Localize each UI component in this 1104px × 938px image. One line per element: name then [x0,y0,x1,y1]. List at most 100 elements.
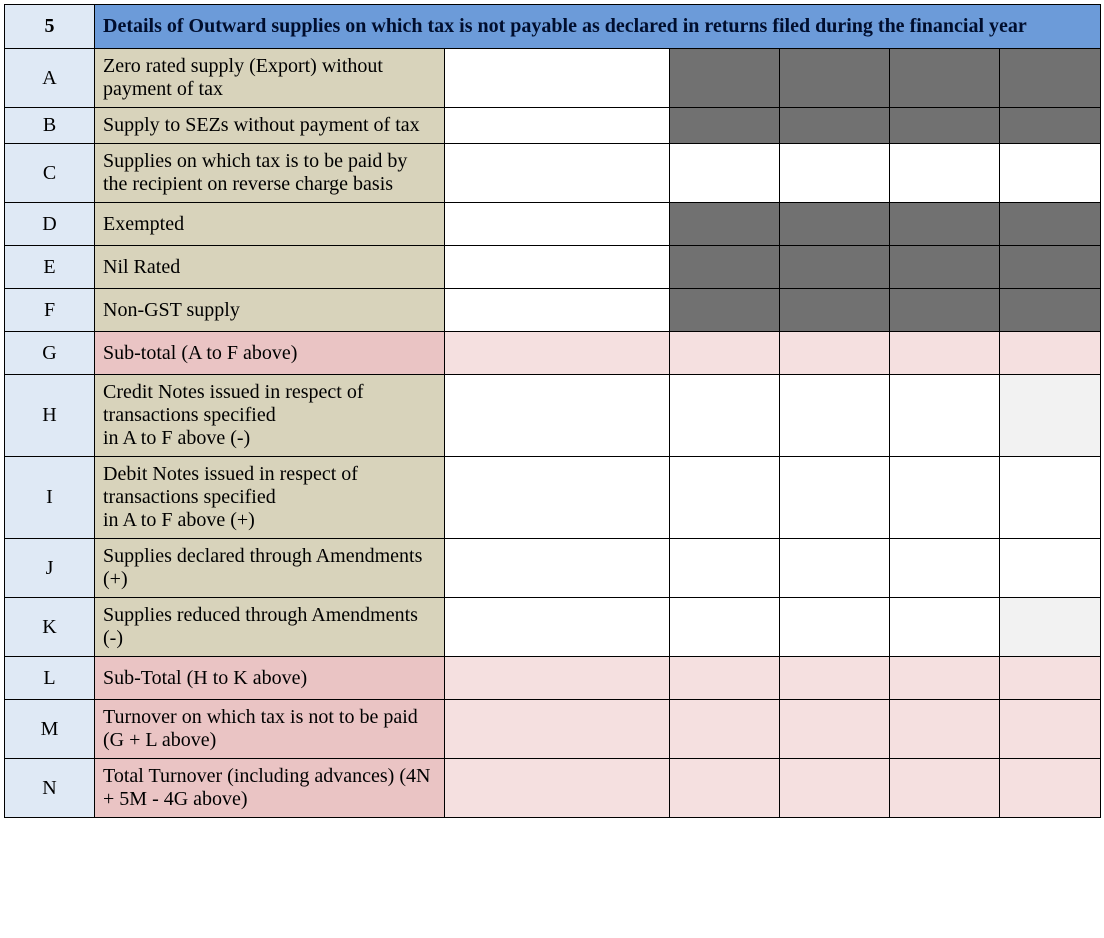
value-cell [445,108,670,144]
row-desc-cell: Credit Notes issued in respect of transa… [95,375,445,457]
row-id-cell: M [5,700,95,759]
row-id-cell: F [5,289,95,332]
value-cell [780,49,890,108]
value-cell [670,203,780,246]
row-desc-cell: Turnover on which tax is not to be paid … [95,700,445,759]
table-row: DExempted [5,203,1101,246]
value-cell [890,144,1000,203]
value-cell [1000,700,1101,759]
value-cell [1000,457,1101,539]
row-desc-cell: Sub-total (A to F above) [95,332,445,375]
value-cell [890,289,1000,332]
header-title-cell: Details of Outward supplies on which tax… [95,5,1101,49]
value-cell [1000,759,1101,818]
row-id-cell: L [5,657,95,700]
gst-table: 5 Details of Outward supplies on which t… [4,4,1101,818]
value-cell [1000,598,1101,657]
row-id-cell: H [5,375,95,457]
value-cell [445,759,670,818]
row-id-cell: E [5,246,95,289]
table-row: KSupplies reduced through Amendments (-) [5,598,1101,657]
value-cell [890,108,1000,144]
value-cell [780,246,890,289]
row-desc-cell: Sub-Total (H to K above) [95,657,445,700]
value-cell [445,144,670,203]
value-cell [890,375,1000,457]
value-cell [445,457,670,539]
value-cell [1000,657,1101,700]
table-row: MTurnover on which tax is not to be paid… [5,700,1101,759]
value-cell [670,108,780,144]
row-id-cell: J [5,539,95,598]
value-cell [780,598,890,657]
row-desc-cell: Supplies on which tax is to be paid by t… [95,144,445,203]
row-desc-cell: Supply to SEZs without payment of tax [95,108,445,144]
table-body: 5 Details of Outward supplies on which t… [5,5,1101,818]
value-cell [780,332,890,375]
row-id-cell: N [5,759,95,818]
value-cell [445,49,670,108]
value-cell [890,759,1000,818]
table-row: LSub-Total (H to K above) [5,657,1101,700]
row-desc-cell: Supplies declared through Amendments (+) [95,539,445,598]
value-cell [670,539,780,598]
value-cell [780,108,890,144]
value-cell [780,457,890,539]
row-id-cell: B [5,108,95,144]
value-cell [780,657,890,700]
table-row: FNon-GST supply [5,289,1101,332]
value-cell [890,332,1000,375]
row-desc-cell: Non-GST supply [95,289,445,332]
value-cell [670,289,780,332]
value-cell [780,289,890,332]
table-row: CSupplies on which tax is to be paid by … [5,144,1101,203]
row-desc-cell: Supplies reduced through Amendments (-) [95,598,445,657]
row-id-cell: G [5,332,95,375]
table-row: BSupply to SEZs without payment of tax [5,108,1101,144]
row-desc-cell: Zero rated supply (Export) without payme… [95,49,445,108]
value-cell [445,246,670,289]
value-cell [445,700,670,759]
table-row: J Supplies declared through Amendments (… [5,539,1101,598]
table-row: NTotal Turnover (including advances) (4N… [5,759,1101,818]
value-cell [670,375,780,457]
value-cell [1000,108,1101,144]
header-id-cell: 5 [5,5,95,49]
value-cell [670,332,780,375]
value-cell [780,700,890,759]
value-cell [445,657,670,700]
value-cell [780,759,890,818]
table-row: GSub-total (A to F above) [5,332,1101,375]
row-desc-cell: Debit Notes issued in respect of transac… [95,457,445,539]
row-desc-cell: Exempted [95,203,445,246]
value-cell [780,375,890,457]
value-cell [780,539,890,598]
value-cell [780,144,890,203]
value-cell [670,759,780,818]
value-cell [445,539,670,598]
value-cell [890,700,1000,759]
value-cell [1000,332,1101,375]
value-cell [890,598,1000,657]
row-id-cell: I [5,457,95,539]
value-cell [445,289,670,332]
value-cell [1000,246,1101,289]
value-cell [890,49,1000,108]
value-cell [890,539,1000,598]
value-cell [445,332,670,375]
value-cell [1000,289,1101,332]
value-cell [890,657,1000,700]
table-row: AZero rated supply (Export) without paym… [5,49,1101,108]
value-cell [1000,375,1101,457]
row-desc-cell: Nil Rated [95,246,445,289]
value-cell [1000,49,1101,108]
value-cell [890,246,1000,289]
value-cell [1000,539,1101,598]
value-cell [1000,203,1101,246]
table-row: HCredit Notes issued in respect of trans… [5,375,1101,457]
value-cell [445,203,670,246]
value-cell [445,598,670,657]
value-cell [670,700,780,759]
row-id-cell: D [5,203,95,246]
value-cell [670,49,780,108]
